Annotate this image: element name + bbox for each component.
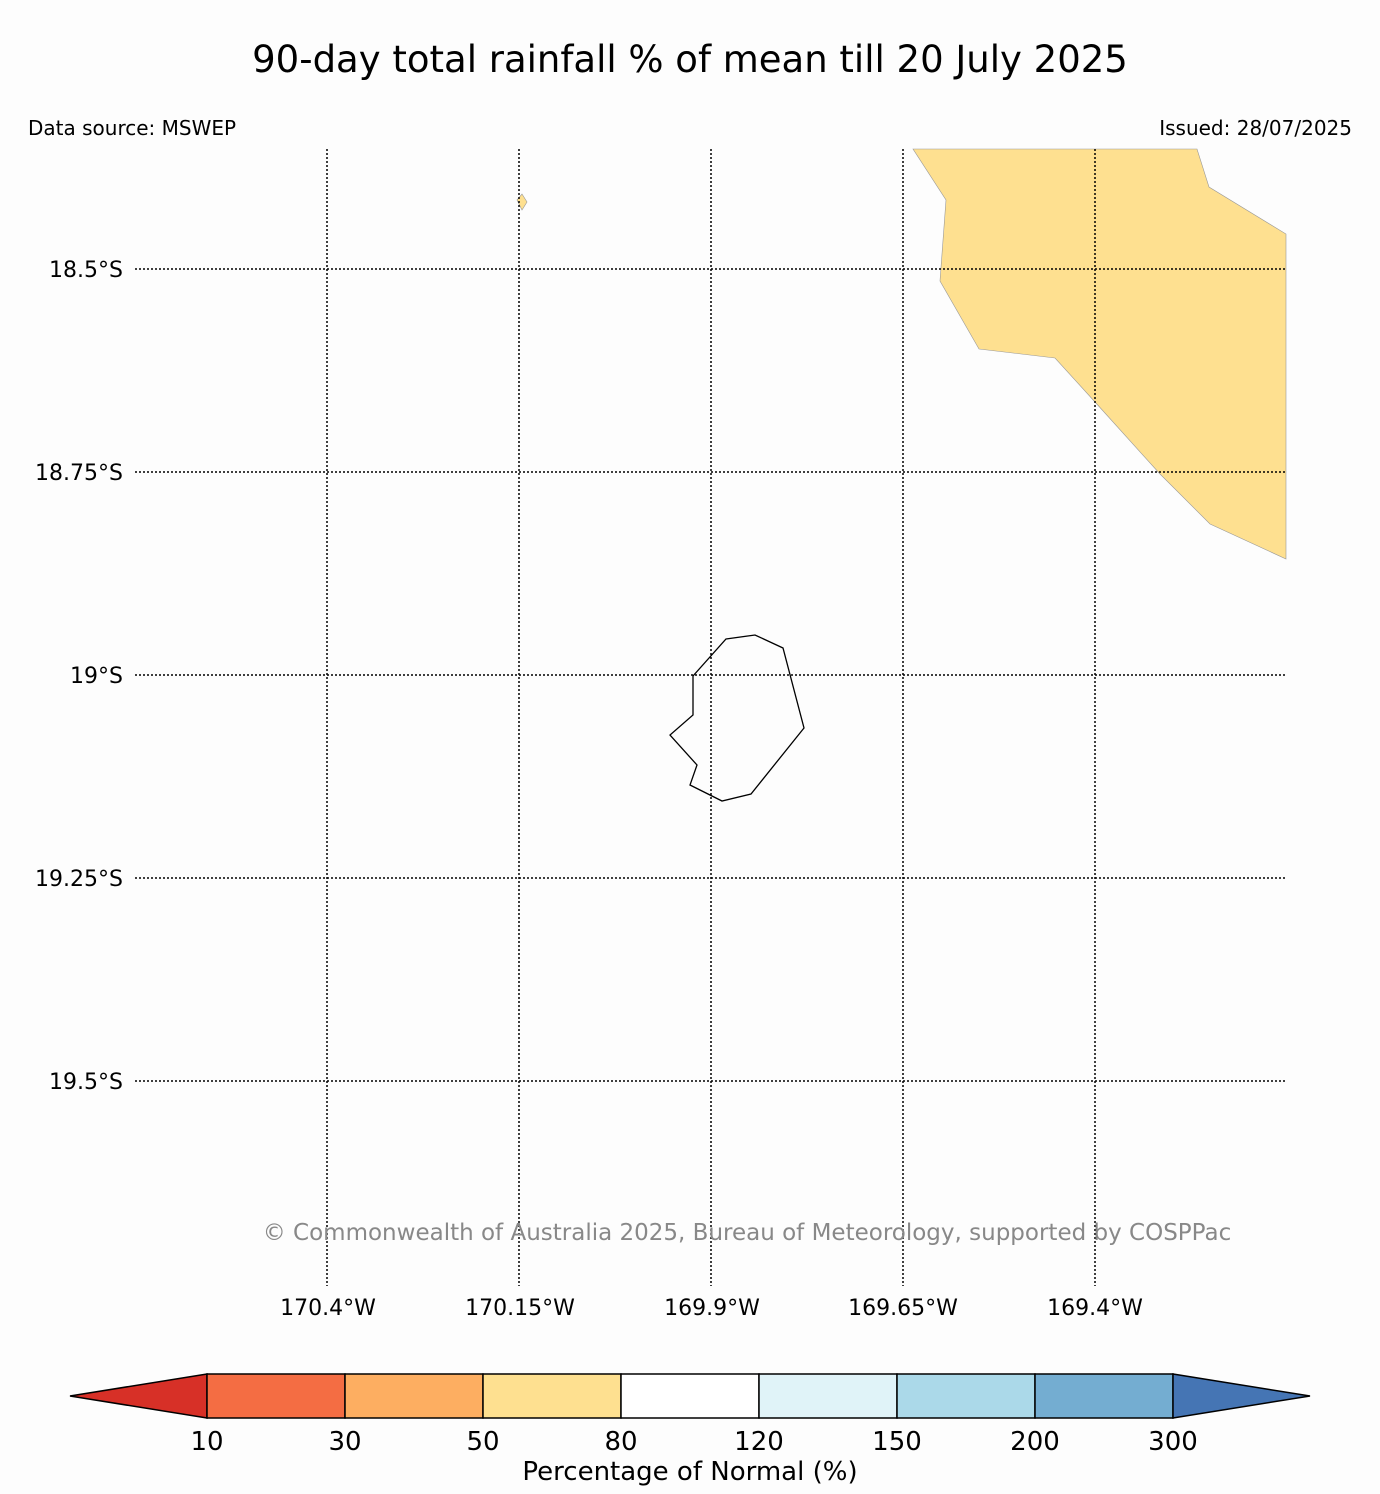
copyright-notice: © Commonwealth of Australia 2025, Bureau… bbox=[263, 1220, 1232, 1246]
lat-label: 18.75°S bbox=[35, 461, 123, 486]
lon-label: 170.15°W bbox=[465, 1296, 575, 1321]
colorbar-extend-high bbox=[1172, 1373, 1311, 1419]
lon-label: 169.9°W bbox=[664, 1296, 760, 1321]
colorbar-segment bbox=[344, 1373, 484, 1419]
colorbar-segment bbox=[206, 1373, 346, 1419]
colorbar-tick: 50 bbox=[466, 1427, 499, 1457]
colorbar-tick: 80 bbox=[604, 1427, 637, 1457]
colorbar-segment bbox=[896, 1373, 1036, 1419]
colorbar-segment bbox=[758, 1373, 898, 1419]
lat-label: 19.25°S bbox=[35, 867, 123, 892]
lat-label: 18.5°S bbox=[49, 258, 123, 283]
data-source: Data source: MSWEP bbox=[28, 116, 237, 140]
lat-label: 19°S bbox=[70, 664, 123, 689]
lon-label: 169.4°W bbox=[1047, 1296, 1143, 1321]
colorbar-label: Percentage of Normal (%) bbox=[522, 1457, 857, 1487]
colorbar-segment bbox=[1034, 1373, 1174, 1419]
island-outline bbox=[669, 634, 805, 802]
lon-label: 170.4°W bbox=[280, 1296, 376, 1321]
colorbar-extend-low bbox=[69, 1373, 208, 1419]
colorbar-tick: 300 bbox=[1148, 1427, 1198, 1457]
colorbar-tick: 30 bbox=[328, 1427, 361, 1457]
colorbar-tick: 10 bbox=[190, 1427, 223, 1457]
colorbar-tick: 150 bbox=[872, 1427, 922, 1457]
lon-label: 169.65°W bbox=[848, 1296, 958, 1321]
colorbar-tick: 120 bbox=[734, 1427, 784, 1457]
colorbar-segment bbox=[482, 1373, 622, 1419]
lat-label: 19.5°S bbox=[49, 1070, 123, 1095]
colorbar-segment bbox=[620, 1373, 760, 1419]
issued-date: Issued: 28/07/2025 bbox=[1159, 116, 1352, 140]
longitude-gridlines bbox=[326, 149, 1096, 1286]
shaded-region-northeast bbox=[912, 148, 1287, 560]
colorbar bbox=[69, 1373, 1311, 1419]
map-title: 90-day total rainfall % of mean till 20 … bbox=[252, 38, 1128, 81]
colorbar-tick: 200 bbox=[1010, 1427, 1060, 1457]
